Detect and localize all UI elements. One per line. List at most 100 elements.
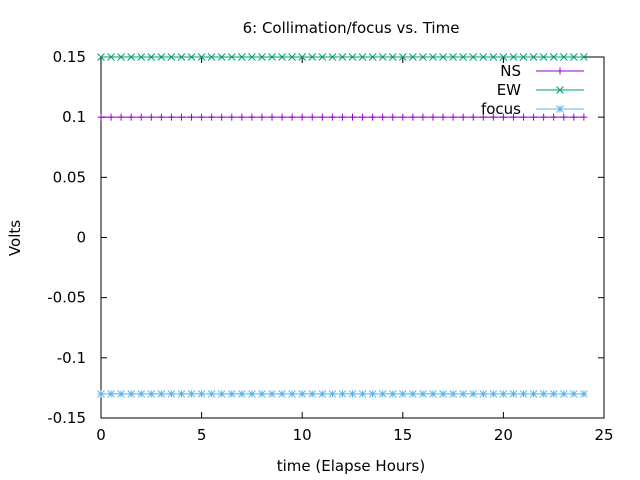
data-point [218, 113, 226, 121]
data-point [489, 113, 497, 121]
y-tick-label: 0.15 [53, 48, 86, 66]
data-point [288, 113, 296, 121]
legend-label: EW [497, 81, 521, 99]
x-tick-label: 20 [494, 426, 513, 444]
data-point [559, 53, 568, 61]
data-point [167, 53, 176, 61]
data-point [248, 390, 256, 398]
data-point [479, 390, 488, 398]
data-point [399, 113, 407, 121]
data-point [580, 390, 588, 398]
data-point [509, 390, 518, 398]
data-point [198, 113, 206, 121]
data-point [127, 390, 136, 398]
data-point [479, 113, 487, 121]
data-point [268, 390, 276, 398]
data-point [137, 113, 145, 121]
data-point [157, 390, 166, 398]
y-tick-label: -0.05 [47, 289, 86, 307]
data-point [167, 113, 175, 121]
data-point [217, 390, 226, 398]
data-point [197, 53, 206, 61]
data-point [429, 113, 437, 121]
legend-label: NS [500, 62, 521, 80]
data-point [107, 390, 115, 398]
data-point [237, 390, 246, 398]
data-point [248, 53, 256, 61]
data-point [157, 53, 166, 61]
data-point [358, 390, 367, 398]
data-point [550, 113, 558, 121]
data-point [489, 390, 498, 398]
data-point [419, 53, 427, 61]
data-point [559, 390, 568, 398]
data-point [288, 53, 296, 61]
y-tick-label: 0.05 [53, 168, 86, 186]
data-point [439, 113, 447, 121]
legend-label: focus [481, 100, 521, 118]
data-point [348, 390, 357, 398]
data-point [117, 53, 125, 61]
data-point [177, 390, 186, 398]
data-point [409, 53, 417, 61]
data-point [519, 390, 528, 398]
x-tick-label: 10 [293, 426, 312, 444]
data-point [147, 53, 156, 61]
data-point [157, 113, 165, 121]
data-point [207, 390, 216, 398]
data-point [580, 53, 588, 61]
data-point [137, 53, 146, 61]
data-point [177, 113, 185, 121]
data-point [258, 390, 266, 398]
data-point [469, 113, 477, 121]
chart-title: 6: Collimation/focus vs. Time [243, 19, 460, 37]
legend-marker [556, 105, 564, 113]
data-point [388, 390, 397, 398]
data-point [308, 113, 316, 121]
data-point [499, 53, 508, 61]
x-tick-label: 25 [594, 426, 613, 444]
data-point [207, 53, 216, 61]
data-point [409, 113, 417, 121]
data-point [419, 113, 427, 121]
data-point [409, 390, 417, 398]
data-point [439, 53, 447, 61]
data-point [147, 113, 155, 121]
data-point [419, 390, 427, 398]
legend-marker [556, 86, 564, 94]
series-ew [97, 53, 588, 61]
data-point [569, 53, 578, 61]
data-point [439, 390, 447, 398]
data-point [509, 53, 518, 61]
data-point [147, 390, 156, 398]
data-point [97, 53, 105, 61]
y-tick-label: 0 [76, 229, 86, 247]
data-point [318, 53, 327, 61]
data-point [328, 53, 337, 61]
data-point [258, 113, 266, 121]
data-point [529, 390, 538, 398]
axis-ticks: 0 5 10 15 20 25 -0.15 -0.1 -0.05 0 0.05 0.1 0.15 [47, 48, 613, 444]
data-point [268, 113, 276, 121]
data-point [459, 390, 468, 398]
data-point [540, 113, 548, 121]
data-point [379, 113, 387, 121]
data-point [127, 53, 136, 61]
data-point [298, 113, 306, 121]
data-point [348, 53, 357, 61]
data-point [499, 390, 508, 398]
data-point [569, 390, 578, 398]
data-point [509, 113, 517, 121]
data-point [388, 53, 397, 61]
data-point [459, 113, 467, 121]
data-point [358, 53, 367, 61]
data-point [278, 390, 286, 398]
data-point [359, 113, 367, 121]
data-point [520, 113, 528, 121]
data-point [107, 53, 115, 61]
data-point [368, 53, 377, 61]
data-point [469, 390, 478, 398]
data-point [378, 53, 387, 61]
data-point [308, 390, 317, 398]
